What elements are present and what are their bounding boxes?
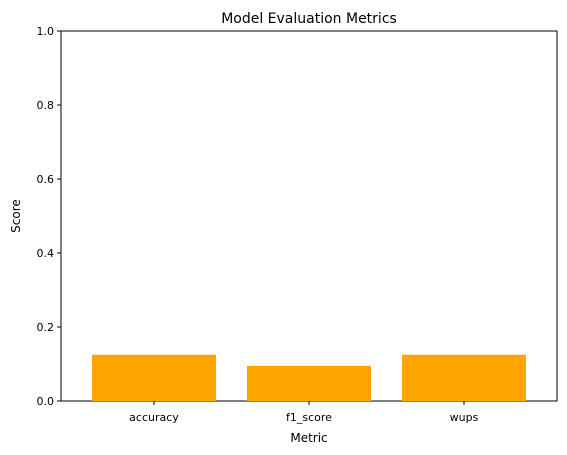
x-tick-label: accuracy bbox=[129, 411, 179, 424]
x-tick-label: wups bbox=[450, 411, 479, 424]
y-tick-label: 1.0 bbox=[37, 25, 55, 38]
x-tick-label: f1_score bbox=[286, 411, 332, 424]
chart-title: Model Evaluation Metrics bbox=[221, 11, 397, 27]
bar-wups bbox=[402, 355, 526, 401]
y-tick-label: 0.0 bbox=[37, 395, 55, 408]
bar-accuracy bbox=[92, 355, 216, 401]
bar-f1_score bbox=[247, 366, 371, 401]
y-tick-label: 0.8 bbox=[37, 99, 55, 112]
y-tick-label: 0.6 bbox=[37, 173, 55, 186]
y-tick-label: 0.2 bbox=[37, 321, 55, 334]
x-axis-label: Metric bbox=[290, 431, 327, 445]
y-axis-label: Score bbox=[9, 199, 23, 233]
y-tick-label: 0.4 bbox=[37, 247, 55, 260]
